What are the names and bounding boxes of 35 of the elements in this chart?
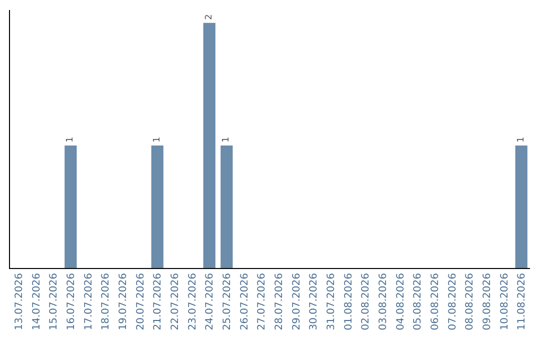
data-label: 1 [222, 136, 232, 142]
x-tick-label: 13.07.2026 [14, 273, 25, 330]
x-tick-label: 09.08.2026 [482, 273, 493, 330]
x-tick-label: 14.07.2026 [31, 273, 42, 330]
x-tick-label: 20.07.2026 [135, 273, 146, 330]
x-tick-label: 02.08.2026 [360, 273, 372, 330]
x-tick-label: 15.07.2026 [48, 273, 60, 330]
x-tick-label: 16.07.2026 [66, 273, 77, 330]
x-tick-label: 11.08.2026 [516, 273, 528, 330]
data-label: 1 [516, 136, 526, 142]
x-tick-label: 04.08.2026 [395, 273, 406, 330]
x-tick-label: 23.07.2026 [187, 273, 198, 330]
x-tick-label: 24.07.2026 [204, 273, 216, 330]
x-tick-label: 08.08.2026 [464, 273, 476, 330]
x-tick-label: 01.08.2026 [343, 273, 354, 330]
x-tick-label: 25.07.2026 [222, 273, 233, 330]
x-tick-label: 31.07.2026 [326, 273, 337, 330]
x-tick-label: 19.07.2026 [118, 273, 129, 330]
x-tick-label: 22.07.2026 [170, 273, 181, 330]
x-tick-label: 05.08.2026 [412, 273, 424, 330]
data-label: 1 [152, 136, 162, 142]
x-tick-label: 17.07.2026 [83, 273, 94, 330]
x-tick-label: 21.07.2026 [152, 273, 164, 330]
x-tick-label: 27.07.2026 [256, 273, 268, 330]
x-tick-label: 30.07.2026 [308, 273, 320, 330]
x-tick-label: 03.08.2026 [378, 273, 389, 330]
x-tick-label: 26.07.2026 [239, 273, 250, 330]
x-tick-label: 07.08.2026 [447, 273, 458, 330]
x-tick-label: 10.08.2026 [499, 273, 510, 330]
x-tick-label: 28.07.2026 [274, 273, 285, 330]
data-label: 1 [66, 136, 76, 142]
x-tick-label: 18.07.2026 [100, 273, 112, 330]
x-tick-label: 06.08.2026 [430, 273, 441, 330]
x-tick-label: 29.07.2026 [291, 273, 302, 330]
data-label: 2 [204, 14, 214, 20]
